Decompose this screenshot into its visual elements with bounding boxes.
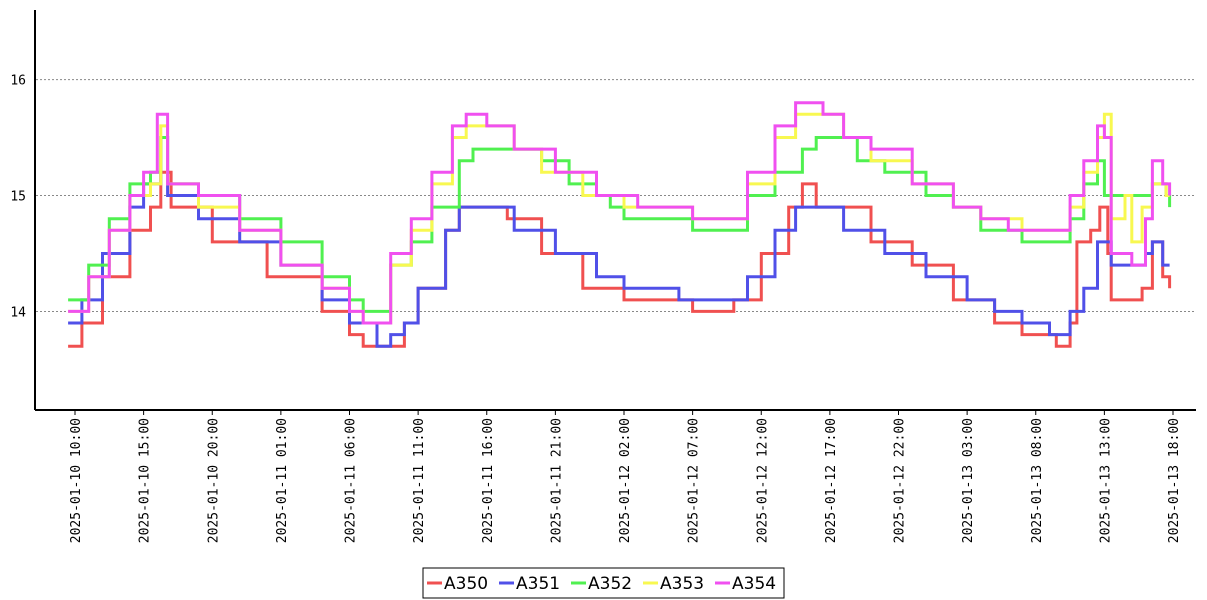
x-tick-label: 2025-01-12 07:00 xyxy=(687,418,702,543)
x-tick-label: 2025-01-10 10:00 xyxy=(69,418,84,543)
x-tick-label: 2025-01-10 20:00 xyxy=(206,418,221,543)
series-line-a351 xyxy=(68,136,1170,348)
x-tick-label: 2025-01-11 21:00 xyxy=(549,418,564,543)
x-tick-label: 2025-01-13 08:00 xyxy=(1030,418,1045,543)
x-tick-label: 2025-01-12 22:00 xyxy=(893,418,908,543)
y-tick-labels: 14 15 16 xyxy=(10,74,26,321)
x-tick-label: 2025-01-11 01:00 xyxy=(275,418,290,543)
series-line-a350 xyxy=(68,170,1172,348)
legend-label-a350: A350 xyxy=(444,574,488,594)
legend-label-a352: A352 xyxy=(588,574,632,594)
y-tick-label: 14 xyxy=(10,305,26,320)
x-tick-label: 2025-01-12 12:00 xyxy=(755,418,770,543)
series-lines xyxy=(68,101,1172,348)
x-tick-labels: 2025-01-10 10:00 2025-01-10 15:00 2025-01-… xyxy=(69,410,1182,543)
series-line-a354 xyxy=(68,101,1172,325)
x-tick-label: 2025-01-13 18:00 xyxy=(1167,418,1182,543)
y-tick-label: 16 xyxy=(10,74,26,89)
legend-label-a353: A353 xyxy=(660,574,704,594)
x-tick-label: 2025-01-12 17:00 xyxy=(824,418,839,543)
legend-label-a354: A354 xyxy=(732,574,776,594)
x-tick-label: 2025-01-13 13:00 xyxy=(1098,418,1113,543)
x-tick-label: 2025-01-11 16:00 xyxy=(481,418,496,543)
legend-label-a351: A351 xyxy=(516,574,560,594)
x-tick-label: 2025-01-13 03:00 xyxy=(961,418,976,543)
x-tick-label: 2025-01-11 06:00 xyxy=(344,418,359,543)
x-tick-label: 2025-01-11 11:00 xyxy=(412,418,427,543)
series-line-a353 xyxy=(68,112,1170,325)
axes xyxy=(34,10,1196,411)
y-tick-label: 15 xyxy=(10,190,26,205)
x-tick-label: 2025-01-12 02:00 xyxy=(618,418,633,543)
series-line-a352 xyxy=(68,136,1172,313)
legend: A350 A351 A352 A353 A354 xyxy=(422,567,785,599)
x-tick-label: 2025-01-10 15:00 xyxy=(138,418,153,543)
